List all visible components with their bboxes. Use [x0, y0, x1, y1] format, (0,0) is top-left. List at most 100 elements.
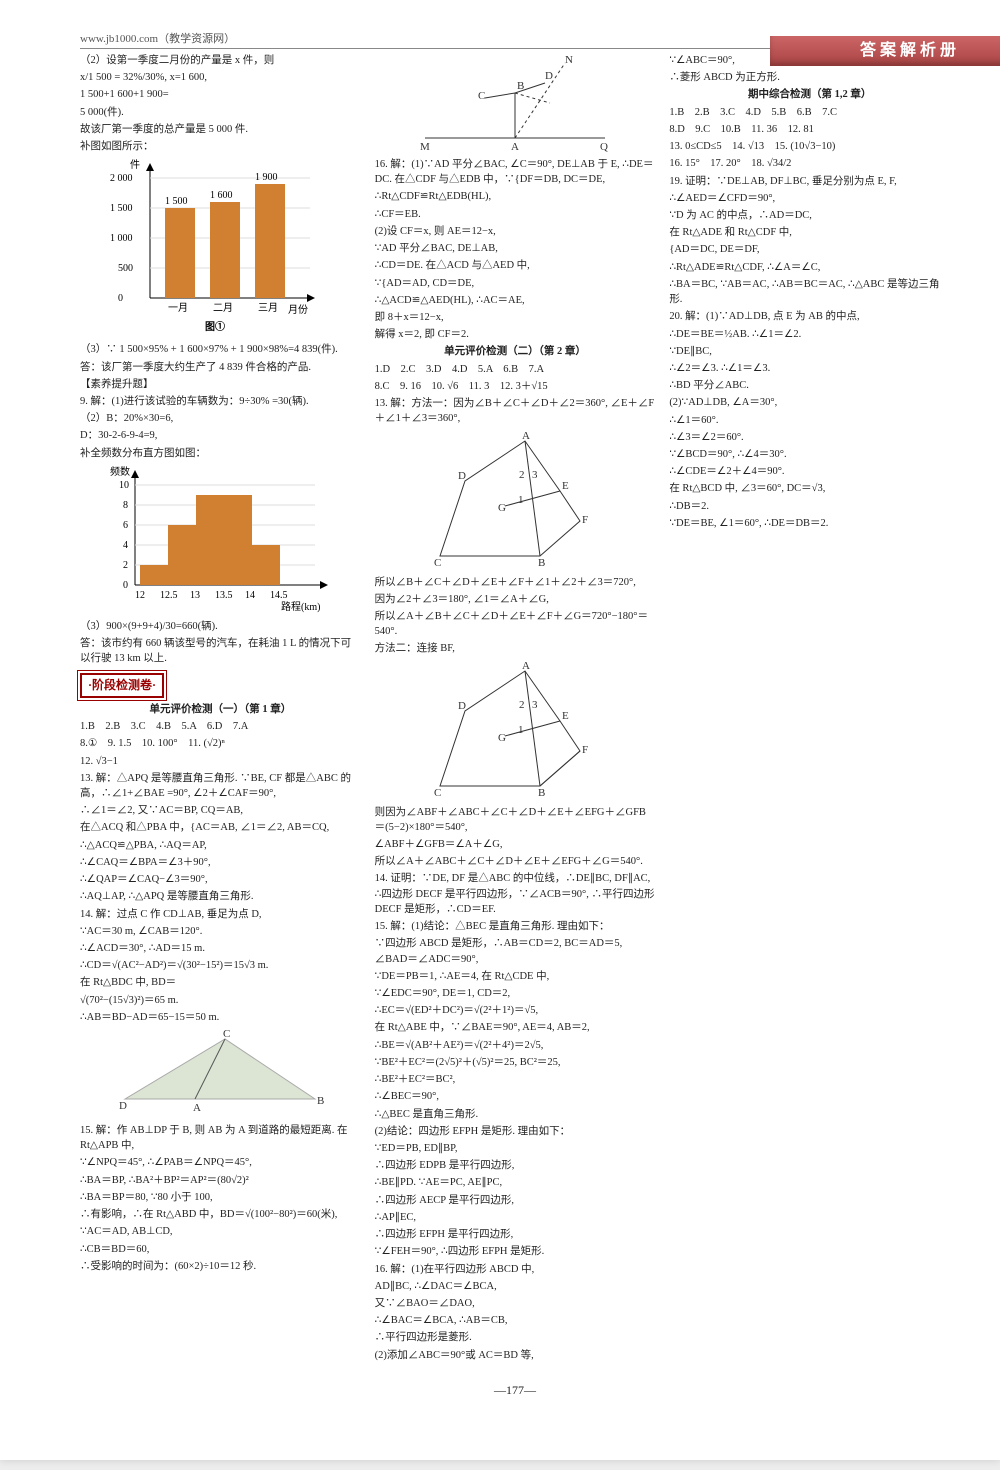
text: 在△ACQ 和△PBA 中，{AC＝AB, ∠1＝∠2, AB＝CQ, [80, 820, 361, 835]
text: ∴AB＝BD−AD＝65−15＝50 m. [80, 1010, 361, 1025]
vertex: G [498, 502, 506, 514]
text: ∵AC＝AD, AB⊥CD, [80, 1224, 361, 1239]
text: 8.C 9. 16 10. √6 11. 3 12. 3＋√15 [375, 379, 656, 394]
bar [140, 565, 168, 585]
text: 补全频数分布直方图如图： [80, 446, 361, 461]
text: ∵AC＝30 m, ∠CAB＝120°. [80, 924, 361, 939]
text: ∵∠FEH＝90°, ∴四边形 EFPH 是矩形. [375, 1244, 656, 1259]
text: ∴CD＝√(AC²−AD²)＝√(30²−15²)＝15√3 m. [80, 958, 361, 973]
text: 16. 解：(1)在平行四边形 ABCD 中, [375, 1262, 656, 1277]
page: 答案解析册 www.jb1000.com（教学资源网） （2）设第一季度二月份的… [0, 0, 1000, 1460]
section-title: 单元评价检测（二）（第 2 章） [375, 344, 656, 359]
text: ∴∠3＝∠2＝60°. [669, 430, 950, 445]
text: ∵{AD＝AD, CD＝DE, [375, 276, 656, 291]
text: ∴BE＝√(AB²＋AE²)＝√(2²＋4²)＝2√5, [375, 1038, 656, 1053]
angle-label: 2 [519, 699, 525, 711]
text: ∴AQ⊥AP, ∴△APQ 是等腰直角三角形. [80, 889, 361, 904]
text: 19. 证明：∵DE⊥AB, DF⊥BC, 垂足分别为点 E, F, [669, 174, 950, 189]
bar-label: 1 500 [165, 196, 188, 207]
xtick: 13.5 [215, 590, 233, 601]
text: 在 Rt△BDC 中, BD＝ [80, 975, 361, 990]
text: ∴AP∥EC, [375, 1210, 656, 1225]
xtick: 13 [190, 590, 200, 601]
text: 13. 解：方法一：因为∠B＋∠C＋∠D＋∠2＝360°, ∠E＋∠F＋∠1＋∠… [375, 396, 656, 426]
text: 在 Rt△ABE 中，∵∠BAE＝90°, AE＝4, AB＝2, [375, 1020, 656, 1035]
text: ∴∠CAQ＝∠BPA＝∠3＋90°, [80, 855, 361, 870]
text: 14. 证明：∵DE, DF 是△ABC 的中位线，∴DE∥BC, DF∥AC,… [375, 871, 656, 917]
text: (2)设 CF＝x, 则 AE＝12−x, [375, 224, 656, 239]
bar [165, 208, 195, 298]
text: 即 8＋x＝12−x, [375, 310, 656, 325]
vertex: Q [600, 141, 608, 153]
xtick: 14.5 [270, 590, 288, 601]
text: 又∵∠BAO＝∠DAO, [375, 1296, 656, 1311]
text: 16. 解：(1)∵AD 平分∠BAC, ∠C＝90°, DE⊥AB 于 E, … [375, 157, 656, 187]
bar [252, 545, 280, 585]
text: ∴△ACQ≌△PBA, ∴AQ＝AP, [80, 838, 361, 853]
text: ∴∠AED＝∠CFD＝90°, [669, 191, 950, 206]
text: ∵∠NPQ＝45°, ∴∠PAB＝∠NPQ＝45°, [80, 1155, 361, 1170]
text: 因为∠2＋∠3＝180°, ∠1＝∠A＋∠G, [375, 592, 656, 607]
text: (2)添加∠ABC＝90°或 AC＝BD 等, [375, 1348, 656, 1363]
bar-chart-1: 件 月份 0 500 1 000 1 500 2 000 1 500 1 600… [110, 158, 330, 338]
angle-label: 3 [532, 699, 538, 711]
text: {AD＝DC, DE＝DF, [669, 242, 950, 257]
content-columns: （2）设第一季度二月份的产量是 x 件，则 x/1 500 = 32%/30%,… [80, 53, 950, 1373]
vertex: E [562, 710, 569, 722]
text: ∴∠QAP＝∠CAQ−∠3＝90°, [80, 872, 361, 887]
text: AD∥BC, ∴∠DAC＝∠BCA, [375, 1279, 656, 1294]
text: 所以∠A＋∠B＋∠C＋∠D＋∠E＋∠F＋∠G＝720°−180°＝540°. [375, 609, 656, 639]
text: 方法二：连接 BF, [375, 641, 656, 656]
vertex: C [434, 557, 441, 569]
ytick: 6 [123, 520, 128, 531]
text: ∴四边形 EFPH 是平行四边形, [375, 1227, 656, 1242]
text: 14. 解：过点 C 作 CD⊥AB, 垂足为点 D, [80, 907, 361, 922]
text: ∠ABF＋∠GFB＝∠A＋∠G, [375, 837, 656, 852]
text: 20. 解：(1)∵AD⊥DB, 点 E 为 AB 的中点, [669, 309, 950, 324]
vertex: E [562, 480, 569, 492]
vertex: D [545, 70, 553, 82]
vertex: B [538, 557, 545, 569]
text: ∴∠1＝∠2, 又∵AC＝BP, CQ＝AB, [80, 803, 361, 818]
text: 1.B 2.B 3.C 4.D 5.B 6.B 7.C [669, 105, 950, 120]
section-title: 期中综合检测（第 1,2 章） [669, 87, 950, 102]
angle-label: 1 [518, 494, 524, 506]
vertex: C [478, 90, 485, 102]
bar [255, 184, 285, 298]
xlabel: 路程(km) [281, 600, 320, 613]
vertex: A [522, 661, 530, 672]
page-number: —177— [80, 1383, 950, 1398]
text: ∴EC＝√(ED²＋DC²)＝√(2²＋1²)＝√5, [375, 1003, 656, 1018]
text: 8.D 9.C 10.B 11. 36 12. 81 [669, 122, 950, 137]
text: ∵四边形 ABCD 是矩形，∴AB＝CD＝2, BC＝AD＝5, ∠BAD＝∠A… [375, 936, 656, 966]
text: ∴Rt△CDF≌Rt△EDB(HL), [375, 189, 656, 204]
ytick: 0 [123, 580, 128, 591]
text: 1.B 2.B 3.C 4.B 5.A 6.D 7.A [80, 719, 361, 734]
text: 在 Rt△ADE 和 Rt△CDF 中, [669, 225, 950, 240]
text: ∴BA＝BP, ∴BA²＋BP²＝AP²＝(80√2)² [80, 1173, 361, 1188]
ylabel: 件 [130, 159, 140, 171]
text: ∴∠2＝∠3. ∴∠1＝∠3. [669, 361, 950, 376]
text: （3）∵ 1 500×95% + 1 600×97% + 1 900×98%=4… [80, 342, 361, 357]
ytick: 2 [123, 560, 128, 571]
text: ∴Rt△ADE≌Rt△CDF, ∴∠A＝∠C, [669, 260, 950, 275]
text: 所以∠A＋∠ABC＋∠C＋∠D＋∠E＋∠EFG＋∠G＝540°. [375, 854, 656, 869]
text: ∴四边形 EDPB 是平行四边形, [375, 1158, 656, 1173]
angle-label: 3 [532, 469, 538, 481]
bar [210, 202, 240, 298]
xtick: 三月 [258, 302, 278, 314]
text: ∵DE＝BE, ∠1＝60°, ∴DE＝DB＝2. [669, 516, 950, 531]
text: ∴∠ACD＝30°, ∴AD＝15 m. [80, 941, 361, 956]
text: 所以∠B＋∠C＋∠D＋∠E＋∠F＋∠1＋∠2＋∠3＝720°, [375, 575, 656, 590]
text: 答：该市约有 660 辆该型号的汽车，在耗油 1 L 的情况下可以行驶 13 k… [80, 636, 361, 666]
xtick: 12 [135, 590, 145, 601]
ytick: 0 [118, 293, 123, 304]
text: ∴CF＝EB. [375, 207, 656, 222]
vertex: C [223, 1029, 230, 1040]
bar-label: 1 600 [210, 190, 233, 201]
text: 15. 解：作 AB⊥DP 于 B, 则 AB 为 A 到道路的最短距离. 在 … [80, 1123, 361, 1153]
text: ∴BD 平分∠ABC. [669, 378, 950, 393]
text: （2）设第一季度二月份的产量是 x 件，则 [80, 53, 361, 68]
xlabel: 月份 [288, 304, 308, 316]
bar [168, 525, 196, 585]
